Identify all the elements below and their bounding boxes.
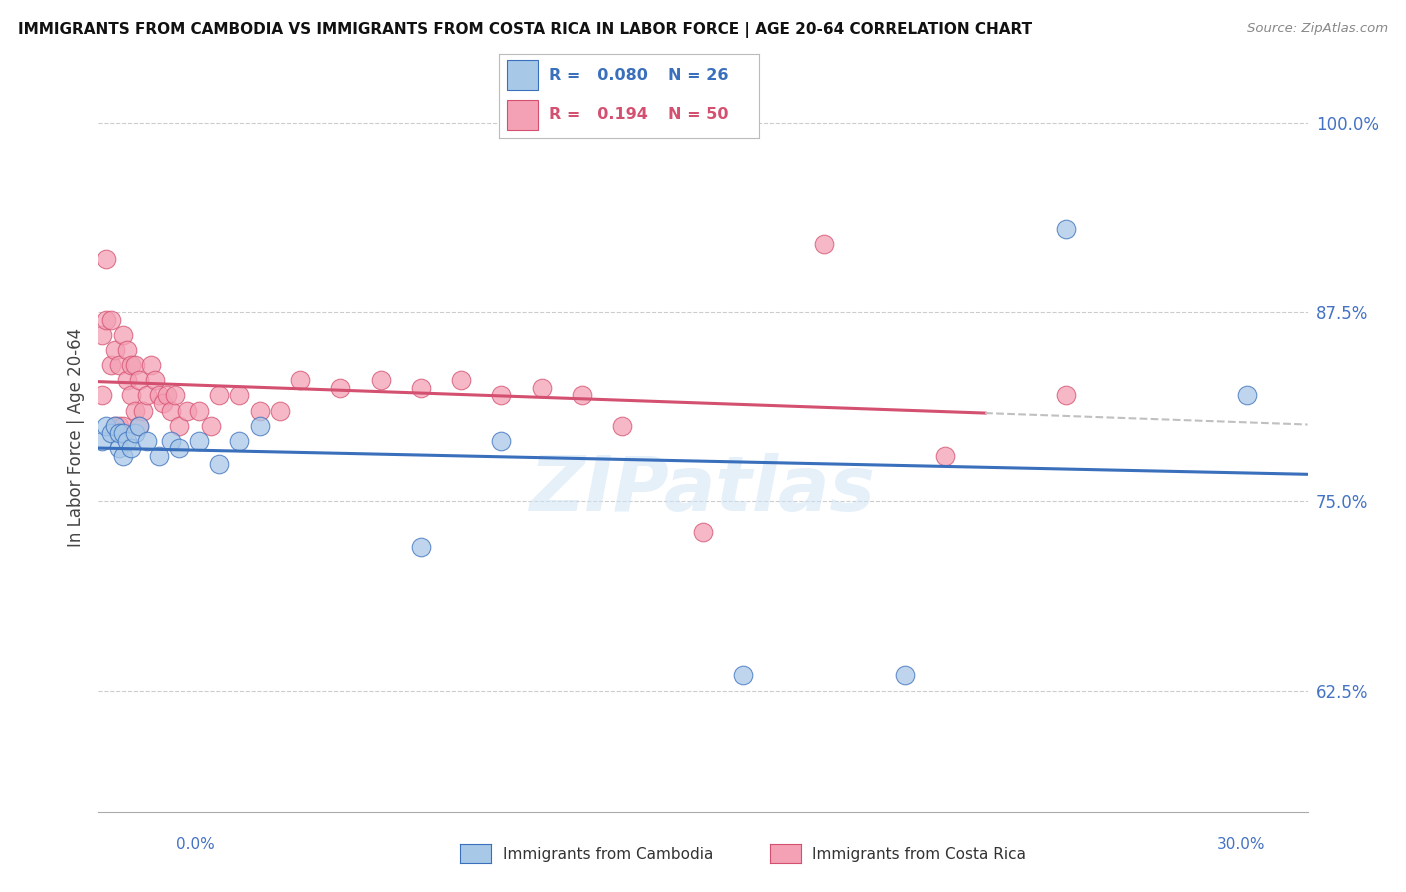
Point: [148, 388, 170, 402]
Point: [1236, 388, 1258, 402]
Point: [111, 426, 134, 441]
Text: N = 26: N = 26: [668, 68, 728, 83]
Point: [107, 418, 129, 433]
Point: [329, 381, 352, 395]
Point: [100, 312, 122, 326]
Point: [288, 373, 311, 387]
Text: Source: ZipAtlas.com: Source: ZipAtlas.com: [1247, 22, 1388, 36]
Point: [115, 343, 138, 357]
Point: [156, 388, 179, 402]
Point: [733, 668, 755, 682]
Point: [111, 327, 134, 342]
Point: [100, 358, 122, 372]
Point: [167, 418, 190, 433]
Point: [91, 327, 114, 342]
Point: [934, 449, 956, 463]
Point: [269, 403, 291, 417]
Point: [571, 388, 593, 402]
Point: [1054, 388, 1077, 402]
Point: [692, 524, 714, 539]
Y-axis label: In Labor Force | Age 20-64: In Labor Force | Age 20-64: [66, 327, 84, 547]
Point: [228, 388, 250, 402]
Point: [163, 388, 186, 402]
Point: [491, 388, 513, 402]
Point: [139, 358, 162, 372]
Point: [188, 403, 211, 417]
Point: [208, 457, 231, 471]
Point: [115, 373, 138, 387]
Text: Immigrants from Cambodia: Immigrants from Cambodia: [503, 847, 713, 862]
Point: [96, 252, 118, 267]
Point: [103, 343, 125, 357]
Point: [148, 449, 170, 463]
Point: [409, 381, 432, 395]
Point: [103, 418, 125, 433]
Point: [152, 396, 174, 410]
Point: [135, 388, 157, 402]
Point: [100, 426, 122, 441]
Text: 30.0%: 30.0%: [1218, 838, 1265, 852]
Text: R =   0.194: R = 0.194: [548, 107, 647, 122]
Text: N = 50: N = 50: [668, 107, 728, 122]
Point: [91, 388, 114, 402]
Point: [128, 418, 150, 433]
Point: [107, 442, 129, 456]
Point: [143, 373, 166, 387]
Point: [167, 442, 190, 456]
Point: [107, 426, 129, 441]
Point: [200, 418, 222, 433]
Text: 0.0%: 0.0%: [176, 838, 215, 852]
Point: [107, 358, 129, 372]
Point: [160, 434, 183, 448]
Point: [450, 373, 472, 387]
Point: [1054, 222, 1077, 236]
Text: ▪: ▪: [472, 843, 491, 866]
Point: [176, 403, 198, 417]
Point: [96, 312, 118, 326]
Point: [409, 540, 432, 554]
Point: [530, 381, 553, 395]
Point: [103, 418, 125, 433]
Point: [120, 358, 142, 372]
Point: [115, 434, 138, 448]
Point: [228, 434, 250, 448]
Point: [132, 403, 155, 417]
Bar: [508, 61, 538, 90]
Point: [124, 426, 146, 441]
Point: [120, 388, 142, 402]
Point: [188, 434, 211, 448]
Bar: [508, 100, 538, 130]
Point: [370, 373, 392, 387]
Point: [160, 403, 183, 417]
Point: [128, 418, 150, 433]
Text: ZIPatlas: ZIPatlas: [530, 452, 876, 526]
Point: [135, 434, 157, 448]
Point: [893, 668, 915, 682]
Point: [96, 418, 118, 433]
Point: [128, 373, 150, 387]
Point: [124, 403, 146, 417]
Point: [91, 434, 114, 448]
Text: IMMIGRANTS FROM CAMBODIA VS IMMIGRANTS FROM COSTA RICA IN LABOR FORCE | AGE 20-6: IMMIGRANTS FROM CAMBODIA VS IMMIGRANTS F…: [18, 22, 1032, 38]
Point: [208, 388, 231, 402]
Point: [120, 442, 142, 456]
Point: [612, 418, 634, 433]
Point: [249, 418, 271, 433]
Point: [111, 418, 134, 433]
Text: R =   0.080: R = 0.080: [548, 68, 647, 83]
Text: Immigrants from Costa Rica: Immigrants from Costa Rica: [813, 847, 1026, 862]
Point: [813, 237, 835, 252]
Point: [111, 449, 134, 463]
Point: [124, 358, 146, 372]
Point: [491, 434, 513, 448]
Point: [249, 403, 271, 417]
